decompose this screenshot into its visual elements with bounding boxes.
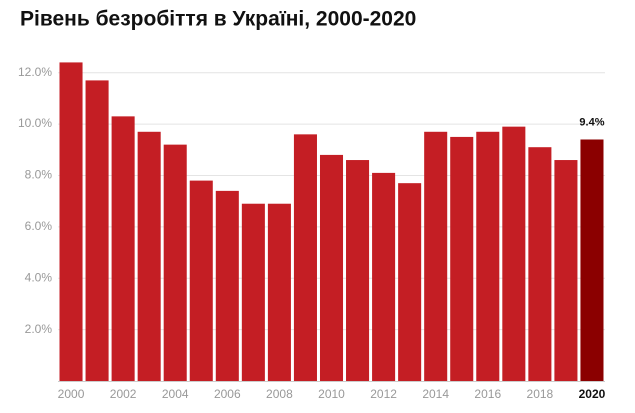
bar: [554, 160, 578, 381]
x-tick-label: 2004: [162, 387, 189, 401]
bar: [319, 154, 344, 381]
x-tick-label: 2012: [370, 387, 397, 401]
bar: [450, 136, 474, 381]
bar: [59, 62, 83, 382]
y-tick-label: 4.0%: [25, 270, 53, 284]
bar: [372, 172, 396, 381]
value-label: 9.4%: [579, 116, 604, 128]
bar: [293, 134, 317, 381]
y-tick-label: 12.0%: [18, 65, 52, 79]
bar: [85, 80, 109, 382]
y-tick-label: 8.0%: [25, 168, 53, 182]
x-tick-label: 2006: [214, 387, 241, 401]
x-tick-label: 2002: [110, 387, 137, 401]
bar: [476, 131, 500, 381]
bar: [580, 139, 604, 381]
bar: [189, 180, 213, 381]
x-tick-label: 2008: [266, 387, 293, 401]
bar: [267, 203, 291, 381]
y-tick-label: 2.0%: [25, 322, 53, 336]
x-tick-label: 2020: [579, 387, 606, 401]
y-tick-label: 6.0%: [25, 219, 53, 233]
y-tick-label: 10.0%: [18, 116, 52, 130]
bar: [241, 203, 265, 381]
chart-title: Рівень безробіття в Україні, 2000-2020: [20, 8, 416, 31]
x-tick-label: 2016: [474, 387, 501, 401]
bar: [528, 147, 552, 381]
bar: [215, 190, 239, 381]
bar: [398, 183, 422, 381]
bar: [502, 126, 526, 382]
bar: [137, 131, 161, 381]
x-tick-label: 2000: [58, 387, 85, 401]
bar: [346, 160, 370, 381]
bar: [424, 131, 448, 381]
x-tick-label: 2014: [422, 387, 449, 401]
x-tick-label: 2018: [527, 387, 554, 401]
bar: [163, 144, 187, 381]
bar: [111, 116, 135, 381]
x-tick-label: 2010: [318, 387, 345, 401]
